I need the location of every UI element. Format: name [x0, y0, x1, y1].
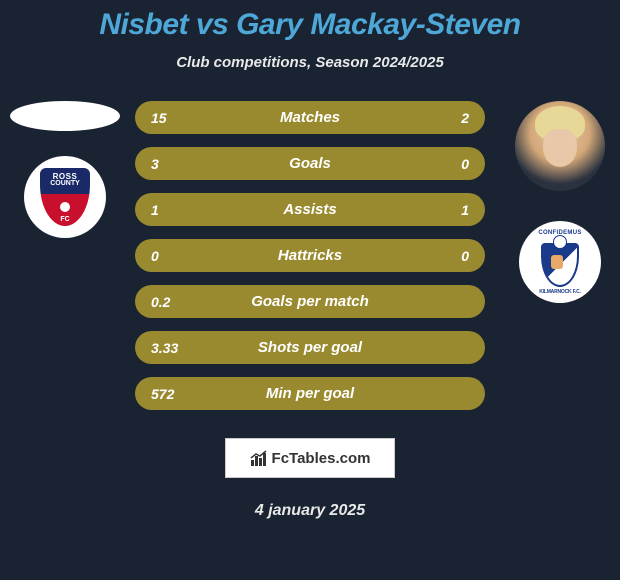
stat-row-goals: 3 Goals 0 [135, 147, 485, 180]
stat-label: Goals [289, 155, 331, 172]
comparison-infographic: Nisbet vs Gary Mackay-Steven Club compet… [0, 0, 620, 580]
stat-row-shots-per-goal: 3.33 Shots per goal [135, 331, 485, 364]
player-left-column: ROSS COUNTY FC [10, 101, 120, 238]
stat-left-value: 572 [151, 386, 191, 402]
stat-row-goals-per-match: 0.2 Goals per match [135, 285, 485, 318]
chart-icon [250, 449, 268, 467]
stat-row-hattricks: 0 Hattricks 0 [135, 239, 485, 272]
player-photo-right [515, 101, 605, 191]
logo-text: FcTables.com [272, 450, 371, 467]
club-crest-right: CONFIDEMUS KILMARNOCK F.C. [519, 221, 601, 303]
stat-left-value: 0 [151, 248, 191, 264]
stat-row-matches: 15 Matches 2 [135, 101, 485, 134]
club-crest-left: ROSS COUNTY FC [24, 156, 106, 238]
crest-shield-right [541, 243, 579, 287]
crest-fc-text: FC [60, 216, 69, 223]
stat-label: Shots per goal [258, 339, 362, 356]
stat-label: Hattricks [278, 247, 342, 264]
stat-right-value: 0 [429, 248, 469, 264]
stat-left-value: 3 [151, 156, 191, 172]
crest-ball-icon [60, 202, 70, 212]
crest-shield-left: ROSS COUNTY FC [38, 166, 92, 228]
crest-hand-icon [551, 255, 563, 269]
stat-right-value: 1 [429, 202, 469, 218]
stat-label: Matches [280, 109, 340, 126]
page-title: Nisbet vs Gary Mackay-Steven [99, 8, 520, 42]
stat-left-value: 1 [151, 202, 191, 218]
stat-row-min-per-goal: 572 Min per goal [135, 377, 485, 410]
subtitle: Club competitions, Season 2024/2025 [176, 54, 444, 71]
stat-right-value: 2 [429, 110, 469, 126]
fctables-logo[interactable]: FcTables.com [225, 438, 395, 478]
stat-label: Assists [283, 201, 336, 218]
player-right-column: CONFIDEMUS KILMARNOCK F.C. [515, 101, 605, 303]
stat-row-assists: 1 Assists 1 [135, 193, 485, 226]
crest-ball-icon [553, 235, 567, 249]
stat-label: Min per goal [266, 385, 354, 402]
crest-right-text: KILMARNOCK F.C. [539, 289, 580, 295]
stat-left-value: 15 [151, 110, 191, 126]
stat-left-value: 3.33 [151, 340, 191, 356]
stat-left-value: 0.2 [151, 294, 191, 310]
player-photo-left [10, 101, 120, 131]
stats-area: ROSS COUNTY FC 15 Matches 2 3 Goals 0 1 … [0, 101, 620, 410]
crest-right-inner: CONFIDEMUS KILMARNOCK F.C. [525, 227, 595, 297]
stat-rows: 15 Matches 2 3 Goals 0 1 Assists 1 0 Hat… [135, 101, 485, 410]
date-text: 4 january 2025 [255, 502, 365, 520]
stat-right-value: 0 [429, 156, 469, 172]
stat-label: Goals per match [251, 293, 369, 310]
crest-text-mid: COUNTY [50, 180, 80, 187]
